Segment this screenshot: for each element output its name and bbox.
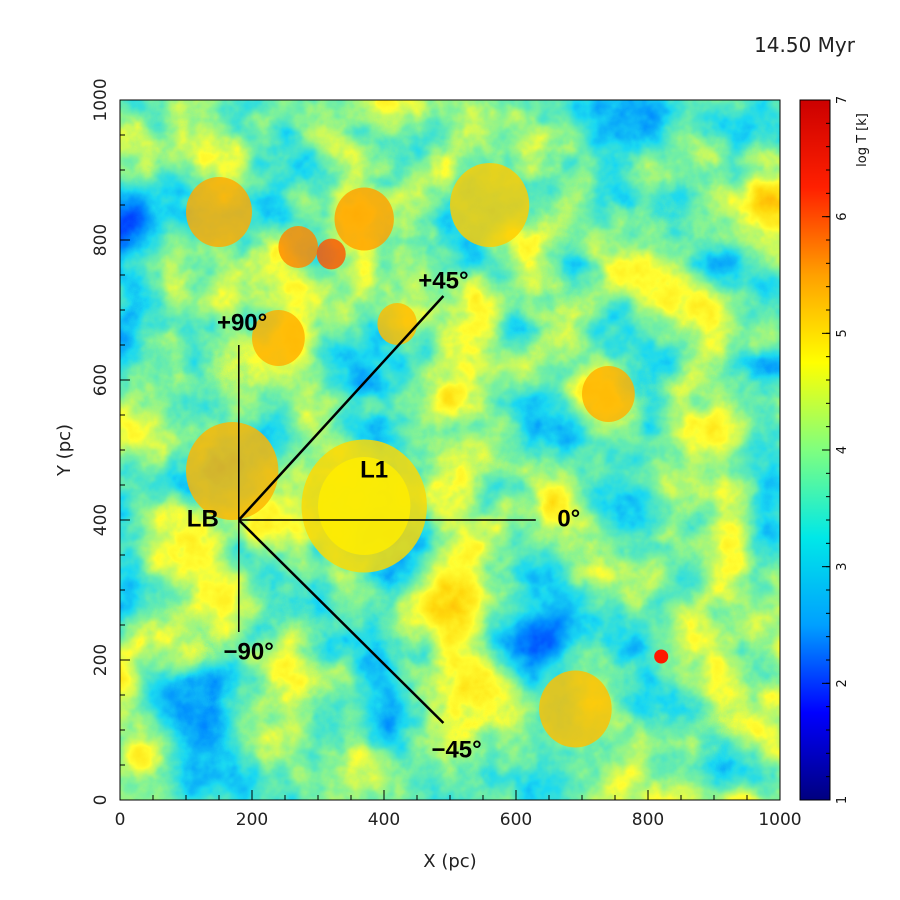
y-axis: 0 200 400 600 800 1000 (91, 78, 130, 805)
sightline-3 (237, 519, 445, 724)
x-axis-label: X (pc) (423, 851, 476, 872)
sightline-label-0: +90° (217, 309, 267, 336)
sightline-label-4: −90° (224, 638, 274, 665)
y-tick-label-200: 200 (91, 644, 111, 676)
hot-region-7 (539, 670, 612, 748)
sightline-label-1: +45° (418, 267, 468, 294)
hot-region-10 (450, 163, 530, 247)
x-tick-label-400: 400 (368, 810, 400, 830)
sightline-1 (237, 295, 445, 521)
x-tick-label-1000: 1000 (758, 810, 801, 830)
colorbar: 1 2 3 4 5 6 7 log T [k] (799, 96, 870, 804)
colorbar-tick-label-7: 7 (835, 96, 850, 104)
region-label-0: L1 (360, 456, 388, 483)
y-axis-label: Y (pc) (54, 424, 75, 477)
y-tick-label-600: 600 (91, 364, 111, 396)
sightline-label-3: −45° (431, 736, 481, 763)
x-tick-label-800: 800 (632, 810, 664, 830)
sightline-overlay: +90° +45° 0° −45° −90° LB L1 (187, 267, 580, 763)
sightline-label-2: 0° (557, 505, 580, 532)
hot-spot-marker (654, 649, 669, 664)
hot-region-9 (582, 366, 635, 422)
colorbar-tick-label-5: 5 (835, 329, 850, 337)
hot-region-6 (318, 457, 411, 555)
hot-region-2 (278, 226, 319, 268)
x-tick-label-600: 600 (500, 810, 532, 830)
y-tick-label-0: 0 (91, 795, 111, 806)
hot-regions (186, 163, 669, 748)
hot-region-8 (377, 303, 418, 345)
colorbar-tick-label-1: 1 (835, 796, 850, 804)
hot-region-3 (316, 238, 346, 270)
hot-region-4 (252, 310, 305, 366)
hot-region-1 (334, 187, 394, 251)
colorbar-ticks: 1 2 3 4 5 6 7 (822, 96, 850, 804)
colorbar-tick-label-4: 4 (835, 446, 850, 454)
x-tick-label-200: 200 (236, 810, 268, 830)
heatmap-plot-area (120, 100, 780, 800)
hot-region-0 (186, 177, 252, 247)
colorbar-tick-label-2: 2 (835, 679, 850, 687)
colorbar-tick-label-6: 6 (835, 213, 850, 221)
colorbar-tick-label-3: 3 (835, 563, 850, 571)
y-tick-label-1000: 1000 (91, 78, 111, 121)
time-label: 14.50 Myr (754, 33, 856, 57)
origin-label: LB (187, 505, 219, 532)
x-tick-label-0: 0 (115, 810, 126, 830)
y-tick-label-400: 400 (91, 504, 111, 536)
y-tick-label-800: 800 (91, 224, 111, 256)
hot-region-11 (186, 422, 279, 520)
x-axis: 0 200 400 600 800 1000 (115, 790, 802, 830)
colorbar-label: log T [k] (855, 113, 870, 167)
